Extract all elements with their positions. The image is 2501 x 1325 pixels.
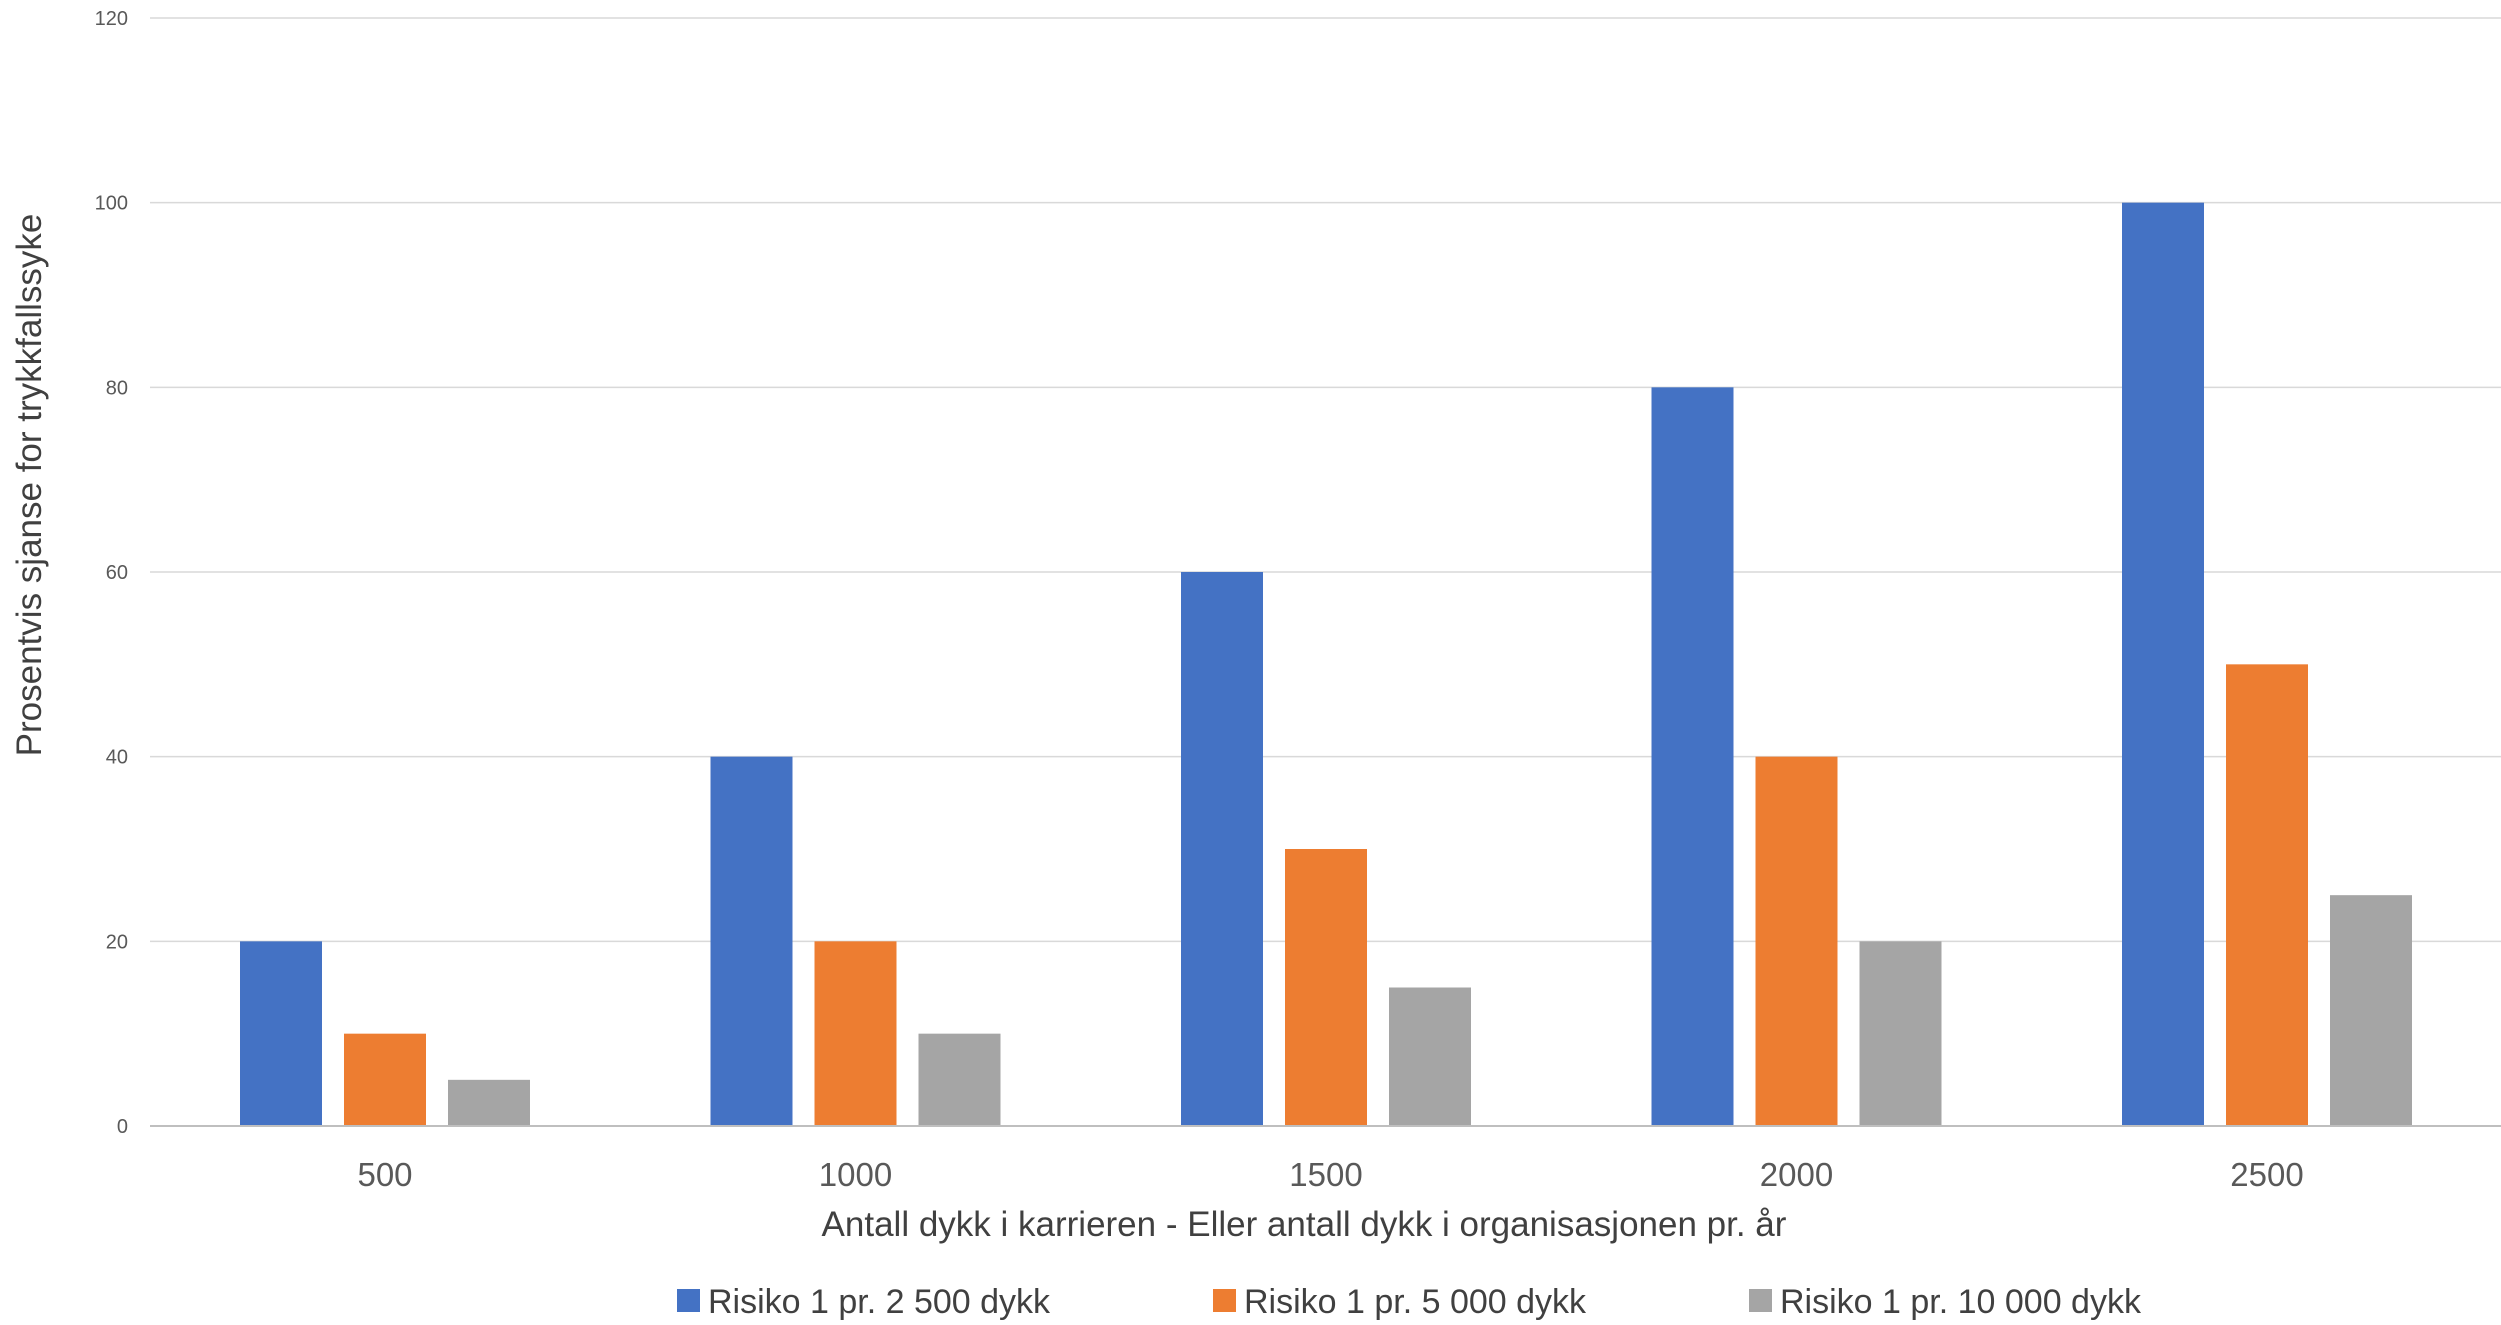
x-tick-label: 500	[357, 1156, 412, 1193]
bar-2-500	[344, 1034, 426, 1126]
y-tick-label: 120	[95, 8, 128, 30]
bar-1-500	[240, 941, 322, 1126]
legend-label-2: Risiko 1 pr. 5 000 dykk	[1244, 1283, 1587, 1320]
x-axis-ticks: 500 1000 1500 2000 2500	[357, 1156, 2303, 1193]
y-tick-label: 80	[106, 377, 128, 399]
bar-3-1000	[919, 1034, 1001, 1126]
bar-2-1000	[815, 941, 897, 1126]
bar-2-1500	[1285, 849, 1367, 1126]
bars	[240, 203, 2412, 1126]
x-tick-label: 1500	[1289, 1156, 1362, 1193]
bar-3-1500	[1389, 988, 1471, 1127]
y-tick-label: 40	[106, 747, 128, 769]
bar-2-2000	[1756, 757, 1838, 1126]
x-axis-title: Antall dykk i karrieren - Eller antall d…	[822, 1205, 1787, 1244]
legend-swatch-2	[1213, 1289, 1236, 1312]
x-tick-label: 1000	[819, 1156, 892, 1193]
bar-3-2000	[1860, 941, 1942, 1126]
x-tick-label: 2000	[1760, 1156, 1833, 1193]
bar-3-2500	[2330, 895, 2412, 1126]
bar-3-500	[448, 1080, 530, 1126]
x-tick-label: 2500	[2230, 1156, 2303, 1193]
legend: Risiko 1 pr. 2 500 dykk Risiko 1 pr. 5 00…	[677, 1283, 2142, 1320]
y-tick-label: 100	[95, 193, 128, 215]
y-axis-ticks: 0 20 40 60 80 100 120	[95, 8, 128, 1138]
y-tick-label: 20	[106, 931, 128, 953]
legend-swatch-1	[677, 1289, 700, 1312]
legend-swatch-3	[1749, 1289, 1772, 1312]
y-tick-label: 60	[106, 562, 128, 584]
bar-1-2000	[1652, 387, 1734, 1126]
legend-label-3: Risiko 1 pr. 10 000 dykk	[1780, 1283, 2142, 1320]
y-tick-label: 0	[117, 1116, 128, 1138]
legend-label-1: Risiko 1 pr. 2 500 dykk	[708, 1283, 1051, 1320]
bar-1-1000	[711, 757, 793, 1126]
bar-2-2500	[2226, 664, 2308, 1126]
bar-1-2500	[2122, 203, 2204, 1126]
bar-1-1500	[1181, 572, 1263, 1126]
y-axis-title: Prosentvis sjanse for trykkfallssyke	[10, 214, 49, 757]
